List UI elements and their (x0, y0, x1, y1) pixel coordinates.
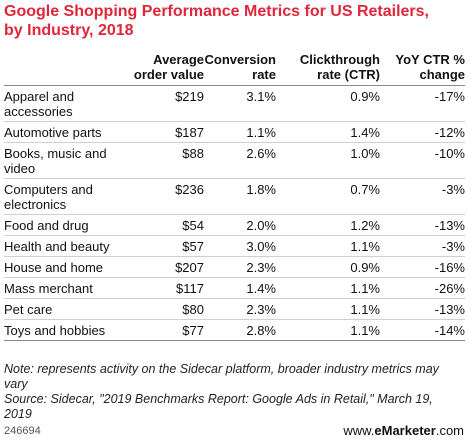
cell-yoy-ctr-change: -13% (380, 214, 465, 236)
metrics-table: Average order value Conversion rate Clic… (4, 52, 465, 341)
row-category-label: Mass merchant (4, 277, 122, 299)
header-average-order-value: Average order value (122, 52, 204, 86)
cell-yoy-ctr-change: -12% (380, 121, 465, 143)
cell-average-order-value: $80 (122, 298, 204, 320)
table-row: Apparel and accessories $219 3.1% 0.9% -17% (4, 85, 465, 122)
cell-average-order-value: $88 (122, 142, 204, 179)
table-row: House and home $207 2.3% 0.9% -16% (4, 256, 465, 278)
cell-average-order-value: $219 (122, 85, 204, 122)
cell-conversion-rate: 2.6% (204, 142, 276, 179)
chart-id: 246694 (4, 425, 41, 437)
cell-ctr: 1.4% (276, 121, 380, 143)
cell-yoy-ctr-change: -13% (380, 298, 465, 320)
cell-average-order-value: $54 (122, 214, 204, 236)
cell-average-order-value: $77 (122, 319, 204, 341)
row-category-label: Pet care (4, 298, 122, 320)
brand-name: eMarketer (374, 423, 436, 438)
chart-notes: Note: represents activity on the Sidecar… (4, 362, 464, 422)
table-row: Food and drug $54 2.0% 1.2% -13% (4, 214, 465, 236)
table-row: Mass merchant $117 1.4% 1.1% -26% (4, 277, 465, 299)
table-row: Toys and hobbies $77 2.8% 1.1% -14% (4, 319, 465, 341)
cell-yoy-ctr-change: -16% (380, 256, 465, 278)
cell-ctr: 1.1% (276, 298, 380, 320)
cell-average-order-value: $57 (122, 235, 204, 257)
row-category-label: Health and beauty (4, 235, 122, 257)
header-row: Average order value Conversion rate Clic… (4, 52, 465, 86)
header-ctr: Clickthrough rate (CTR) (276, 52, 380, 86)
cell-ctr: 0.9% (276, 256, 380, 278)
cell-conversion-rate: 3.0% (204, 235, 276, 257)
table-row: Computers and electronics $236 1.8% 0.7% -3% (4, 178, 465, 215)
cell-yoy-ctr-change: -14% (380, 319, 465, 341)
cell-ctr: 0.9% (276, 85, 380, 122)
cell-conversion-rate: 2.8% (204, 319, 276, 341)
row-category-label: Computers and electronics (4, 178, 122, 215)
cell-yoy-ctr-change: -26% (380, 277, 465, 299)
cell-conversion-rate: 2.0% (204, 214, 276, 236)
header-conversion-rate: Conversion rate (204, 52, 276, 86)
cell-ctr: 1.2% (276, 214, 380, 236)
table-body: Apparel and accessories $219 3.1% 0.9% -17% A… (4, 85, 465, 341)
row-category-label: Apparel and accessories (4, 85, 122, 122)
row-category-label: Food and drug (4, 214, 122, 236)
cell-conversion-rate: 1.8% (204, 178, 276, 215)
row-category-label: Books, music and video (4, 142, 122, 179)
cell-conversion-rate: 1.4% (204, 277, 276, 299)
row-category-label: Automotive parts (4, 121, 122, 143)
brand-suffix: .com (435, 423, 464, 438)
cell-average-order-value: $117 (122, 277, 204, 299)
note-text: Note: represents activity on the Sidecar… (4, 362, 439, 391)
cell-yoy-ctr-change: -3% (380, 178, 465, 215)
cell-conversion-rate: 2.3% (204, 298, 276, 320)
table-row: Automotive parts $187 1.1% 1.4% -12% (4, 121, 465, 143)
cell-ctr: 1.1% (276, 277, 380, 299)
row-category-label: House and home (4, 256, 122, 278)
table-row: Health and beauty $57 3.0% 1.1% -3% (4, 235, 465, 257)
chart-title: Google Shopping Performance Metrics for … (4, 3, 429, 39)
header-yoy-ctr-change: YoY CTR % change (380, 52, 465, 86)
cell-ctr: 1.1% (276, 319, 380, 341)
cell-yoy-ctr-change: -3% (380, 235, 465, 257)
cell-conversion-rate: 3.1% (204, 85, 276, 122)
brand-prefix: www. (343, 423, 375, 438)
cell-average-order-value: $236 (122, 178, 204, 215)
cell-yoy-ctr-change: -17% (380, 85, 465, 122)
table-row: Books, music and video $88 2.6% 1.0% -10% (4, 142, 465, 179)
cell-ctr: 1.0% (276, 142, 380, 179)
cell-yoy-ctr-change: -10% (380, 142, 465, 179)
source-text: Source: Sidecar, "2019 Benchmarks Report… (4, 392, 433, 421)
cell-average-order-value: $187 (122, 121, 204, 143)
cell-conversion-rate: 1.1% (204, 121, 276, 143)
cell-conversion-rate: 2.3% (204, 256, 276, 278)
cell-ctr: 0.7% (276, 178, 380, 215)
header-category (4, 52, 122, 86)
brand-logo: www.eMarketer.com (343, 423, 464, 438)
cell-average-order-value: $207 (122, 256, 204, 278)
row-category-label: Toys and hobbies (4, 319, 122, 341)
cell-ctr: 1.1% (276, 235, 380, 257)
table-row: Pet care $80 2.3% 1.1% -13% (4, 298, 465, 320)
